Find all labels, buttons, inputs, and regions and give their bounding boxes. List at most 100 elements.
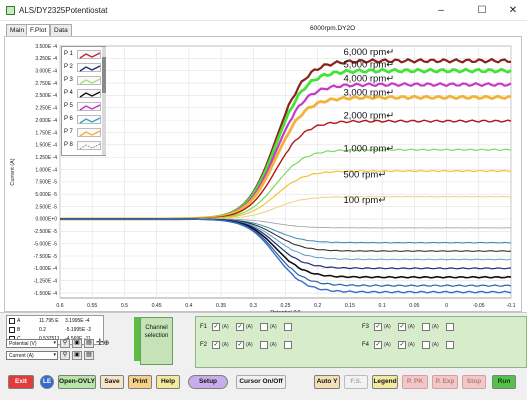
y-axis-select[interactable]: Current (A) ▾ [6, 351, 58, 360]
channel-checkbox[interactable]: ✓ [398, 341, 406, 349]
tab-data[interactable]: Data [50, 24, 72, 36]
crosshair-icon[interactable]: ✛ [96, 337, 104, 347]
channel-group-f1: F1 ✓ (A) ✓ (A) (A) [200, 319, 350, 339]
legend-scroll-thumb[interactable] [102, 57, 106, 93]
chevron-down-icon: ▾ [53, 340, 56, 346]
y-tick-label: -7.500E -5 [34, 254, 58, 260]
iv-chart[interactable]: 3.500E -4 3.250E -4 3.000E -4 2.750E -4 2.50… [5, 37, 523, 313]
x-axis-select[interactable]: Potential (V) ▾ [6, 339, 58, 348]
x-tick-label: 0.25 [280, 303, 290, 309]
le-button[interactable]: LE [40, 375, 54, 389]
legend-button[interactable]: Legend [372, 375, 398, 389]
fs-button[interactable]: F.S. [344, 375, 368, 389]
channel-checkbox[interactable]: ✓ [374, 323, 382, 331]
channel-checkbox[interactable] [284, 341, 292, 349]
stop-button[interactable]: Stop [462, 375, 486, 389]
readout-color-swatch[interactable] [9, 318, 15, 324]
rpm-annotation: 100 rpm↵ [343, 195, 386, 206]
x-axis-option-icon[interactable]: ▤ [84, 339, 94, 348]
legend-item[interactable]: P 6 [64, 115, 104, 125]
legend-item[interactable]: P 2 [64, 63, 104, 73]
y-axis-option-icon[interactable]: ▤ [84, 351, 94, 360]
close-button[interactable]: ✕ [508, 5, 518, 16]
y-axis-select-value: Current (A) [9, 353, 34, 359]
x-axis-lock-icon[interactable]: ⚲ [60, 339, 70, 348]
minimize-button[interactable]: – [438, 5, 444, 16]
channel-checkbox[interactable]: ✓ [212, 341, 220, 349]
channel-checkbox[interactable]: ✓ [374, 341, 382, 349]
y-axis-copy-icon[interactable]: ▣ [72, 351, 82, 360]
p-exp-button[interactable]: P. Exp [432, 375, 458, 389]
open-ovly-button[interactable]: Open-OVLY [58, 375, 96, 389]
y-tick-label: 2.250E -4 [35, 106, 57, 112]
bottom-toolbar: Exit LE Open-OVLY Save Print Help Setup … [0, 368, 527, 400]
channel-checkbox[interactable] [260, 323, 268, 331]
tab-fplot[interactable]: F.Plot [26, 24, 51, 36]
channel-checkbox[interactable] [422, 341, 430, 349]
exit-button[interactable]: Exit [8, 375, 34, 389]
channel-sub-label: (A) [432, 342, 439, 348]
channel-checkbox[interactable]: ✓ [236, 323, 244, 331]
legend-item[interactable]: P 4 [64, 89, 104, 99]
y-tick-label: 1.250E -4 [35, 155, 57, 161]
save-button[interactable]: Save [100, 375, 124, 389]
channel-checkbox[interactable] [284, 323, 292, 331]
channel-sub-label: (A) [432, 324, 439, 330]
legend-swatch [77, 63, 101, 72]
channel-sub-label: (A) [408, 342, 415, 348]
run-button[interactable]: Run [492, 375, 516, 389]
legend-item[interactable]: P 5 [64, 102, 104, 112]
auto-y-button[interactable]: Auto Y [314, 375, 340, 389]
print-button[interactable]: Print [128, 375, 152, 389]
channel-grid: F1 ✓ (A) ✓ (A) (A) F3 ✓ (A) ✓ (A) (A) F2 ✓ (A… [195, 316, 527, 368]
channel-group-f2: F2 ✓ (A) ✓ (A) (A) [200, 337, 350, 357]
y-axis-lock-icon[interactable]: ⚲ [60, 351, 70, 360]
channel-sub-label: (A) [408, 324, 415, 330]
legend-item[interactable]: P 1 [64, 50, 104, 60]
channel-selection-label: Channel selection [140, 317, 173, 365]
window-title: ALS/DY2325Potentiostat [19, 6, 108, 15]
app-icon [6, 6, 15, 15]
cursor-toggle-button[interactable]: Cursor On/Off [236, 375, 286, 389]
zoom-icon[interactable]: ⊕ [103, 340, 110, 347]
legend-scrollbar[interactable] [102, 47, 106, 155]
readout-label: A [17, 318, 21, 324]
legend-swatch [77, 89, 101, 98]
legend-panel: P 1 P 2 P 3 P 4 P 5 P 6 P 7 P 8 [61, 46, 106, 156]
legend-label: P 1 [64, 51, 73, 57]
channel-checkbox[interactable]: ✓ [236, 341, 244, 349]
legend-item[interactable]: P 3 [64, 76, 104, 86]
readout-color-swatch[interactable] [9, 327, 15, 333]
channel-checkbox[interactable] [446, 341, 454, 349]
channel-checkbox[interactable] [446, 323, 454, 331]
p-pk-button[interactable]: P. PK [402, 375, 428, 389]
x-axis-copy-icon[interactable]: ▣ [72, 339, 82, 348]
rpm-annotation: 1,000 rpm↵ [343, 144, 394, 155]
y-tick-label: 1.000E -4 [35, 167, 57, 173]
channel-checkbox[interactable]: ✓ [212, 323, 220, 331]
help-button[interactable]: Help [156, 375, 180, 389]
x-tick-label: 0.05 [409, 303, 419, 309]
y-tick-label: 3.000E -4 [35, 69, 57, 75]
title-bar: ALS/DY2325Potentiostat – ☐ ✕ [0, 0, 527, 21]
panel-collapse-strip[interactable] [134, 317, 140, 361]
tab-main[interactable]: Main [6, 24, 29, 36]
legend-swatch [77, 76, 101, 85]
plot-area[interactable]: 3.500E -4 3.250E -4 3.000E -4 2.750E -4 2.50… [4, 36, 523, 313]
channel-sub-label: (A) [384, 342, 391, 348]
y-tick-label: 1.750E -4 [35, 130, 57, 136]
series-line[interactable] [60, 218, 512, 294]
channel-checkbox[interactable]: ✓ [398, 323, 406, 331]
rpm-annotation: 3,000 rpm↵ [343, 87, 394, 98]
maximize-button[interactable]: ☐ [477, 5, 487, 16]
channel-checkbox[interactable] [260, 341, 268, 349]
y-tick-label: 2.000E -4 [35, 118, 57, 124]
y-tick-label: 5.000E -5 [35, 192, 57, 198]
setup-button[interactable]: Setup [188, 375, 228, 389]
legend-item[interactable]: P 8 [64, 141, 104, 151]
zoom-tools[interactable]: ✛⊕ [96, 337, 118, 349]
x-tick-label: 0.3 [250, 303, 257, 309]
channel-checkbox[interactable] [422, 323, 430, 331]
x-tick-label: 0.5 [121, 303, 128, 309]
legend-item[interactable]: P 7 [64, 128, 104, 138]
